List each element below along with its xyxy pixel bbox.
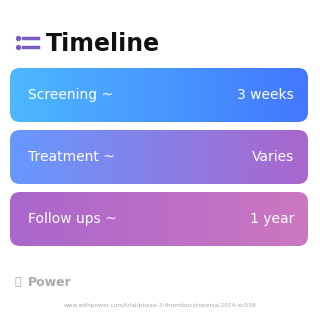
Text: Screening ~: Screening ~ <box>28 88 113 102</box>
Text: 1 year: 1 year <box>250 212 294 226</box>
Text: Timeline: Timeline <box>46 32 160 56</box>
Text: 3 weeks: 3 weeks <box>237 88 294 102</box>
Text: ⏻: ⏻ <box>15 277 21 287</box>
Text: www.withpower.com/trial/phase-3-thrombocytopenia-2014-ac539: www.withpower.com/trial/phase-3-thromboc… <box>64 302 256 307</box>
Text: Treatment ~: Treatment ~ <box>28 150 115 164</box>
Text: Follow ups ~: Follow ups ~ <box>28 212 117 226</box>
Text: Varies: Varies <box>252 150 294 164</box>
Text: Power: Power <box>28 276 72 288</box>
